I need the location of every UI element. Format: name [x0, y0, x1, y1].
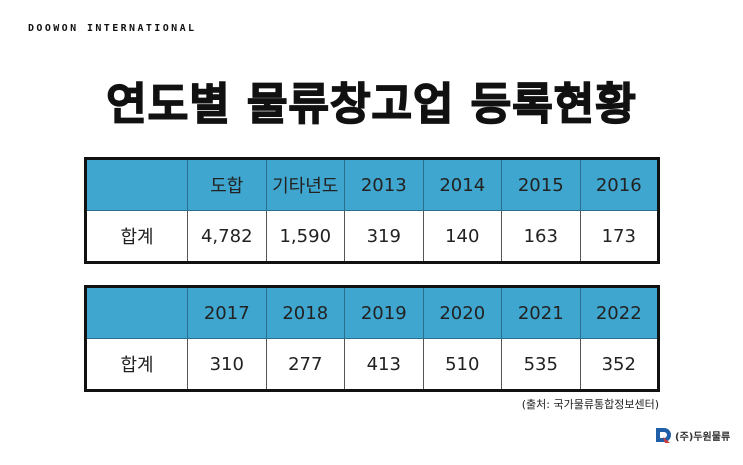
data-row: 합계 4,782 1,590 319 140 163 173	[85, 210, 659, 263]
logo-text: (주)두원물류	[675, 431, 731, 443]
header-cell: 2020	[422, 286, 502, 339]
header-cell: 2015	[501, 158, 581, 211]
header-cell: 2014	[422, 158, 502, 211]
value-cell: 277	[265, 338, 345, 391]
value-cell: 352	[579, 338, 659, 391]
value-cell: 510	[422, 338, 502, 391]
value-cell: 163	[501, 210, 581, 263]
header-cell: 기타년도	[265, 158, 345, 211]
value-cell: 413	[344, 338, 424, 391]
header-cell: 2021	[501, 286, 581, 339]
value-cell: 4,782	[187, 210, 267, 263]
header-row: 도합 기타년도 2013 2014 2015 2016	[85, 158, 659, 211]
data-table: 2017 2018 2019 2020 2021 2022 합계 310 277 413 510 53…	[84, 285, 660, 392]
header-row: 2017 2018 2019 2020 2021 2022	[85, 286, 659, 339]
brand: DOOWON INTERNATIONAL	[28, 23, 197, 34]
corner-cell	[85, 158, 188, 211]
value-cell: 140	[422, 210, 502, 263]
logo-icon	[656, 428, 671, 443]
header-cell: 2018	[265, 286, 345, 339]
data-row: 합계 310 277 413 510 535 352	[85, 338, 659, 391]
value-cell: 310	[187, 338, 267, 391]
row-label: 합계	[85, 338, 188, 391]
header-cell: 2016	[579, 158, 659, 211]
header-cell: 2022	[579, 286, 659, 339]
header-cell: 도합	[187, 158, 267, 211]
header-cell: 2017	[187, 286, 267, 339]
source: (출처: 국가물류통합정보센터)	[521, 398, 659, 411]
row-label: 합계	[85, 210, 188, 263]
data-table: 도합 기타년도 2013 2014 2015 2016 합계 4,782 1,590 319 140…	[84, 157, 660, 264]
value-cell: 173	[579, 210, 659, 263]
corner-cell	[85, 286, 188, 339]
logo: (주)두원물류	[654, 426, 730, 444]
value-cell: 535	[501, 338, 581, 391]
value-cell: 319	[344, 210, 424, 263]
header-cell: 2013	[344, 158, 424, 211]
value-cell: 1,590	[265, 210, 345, 263]
title: 연도별 물류창고업 등록현황	[106, 78, 637, 131]
header-cell: 2019	[344, 286, 424, 339]
